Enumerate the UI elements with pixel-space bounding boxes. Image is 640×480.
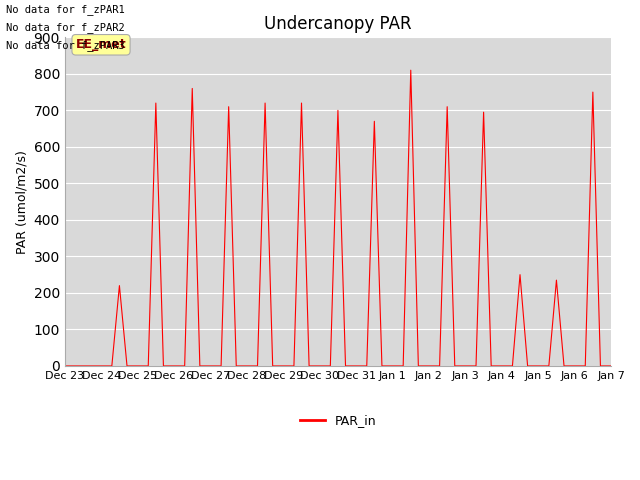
Title: Undercanopy PAR: Undercanopy PAR (264, 15, 412, 33)
Legend: PAR_in: PAR_in (294, 409, 381, 432)
Text: No data for f_zPAR3: No data for f_zPAR3 (6, 40, 125, 51)
Text: No data for f_zPAR1: No data for f_zPAR1 (6, 4, 125, 15)
Text: No data for f_zPAR2: No data for f_zPAR2 (6, 22, 125, 33)
Y-axis label: PAR (umol/m2/s): PAR (umol/m2/s) (15, 150, 28, 253)
Text: EE_met: EE_met (76, 38, 126, 51)
